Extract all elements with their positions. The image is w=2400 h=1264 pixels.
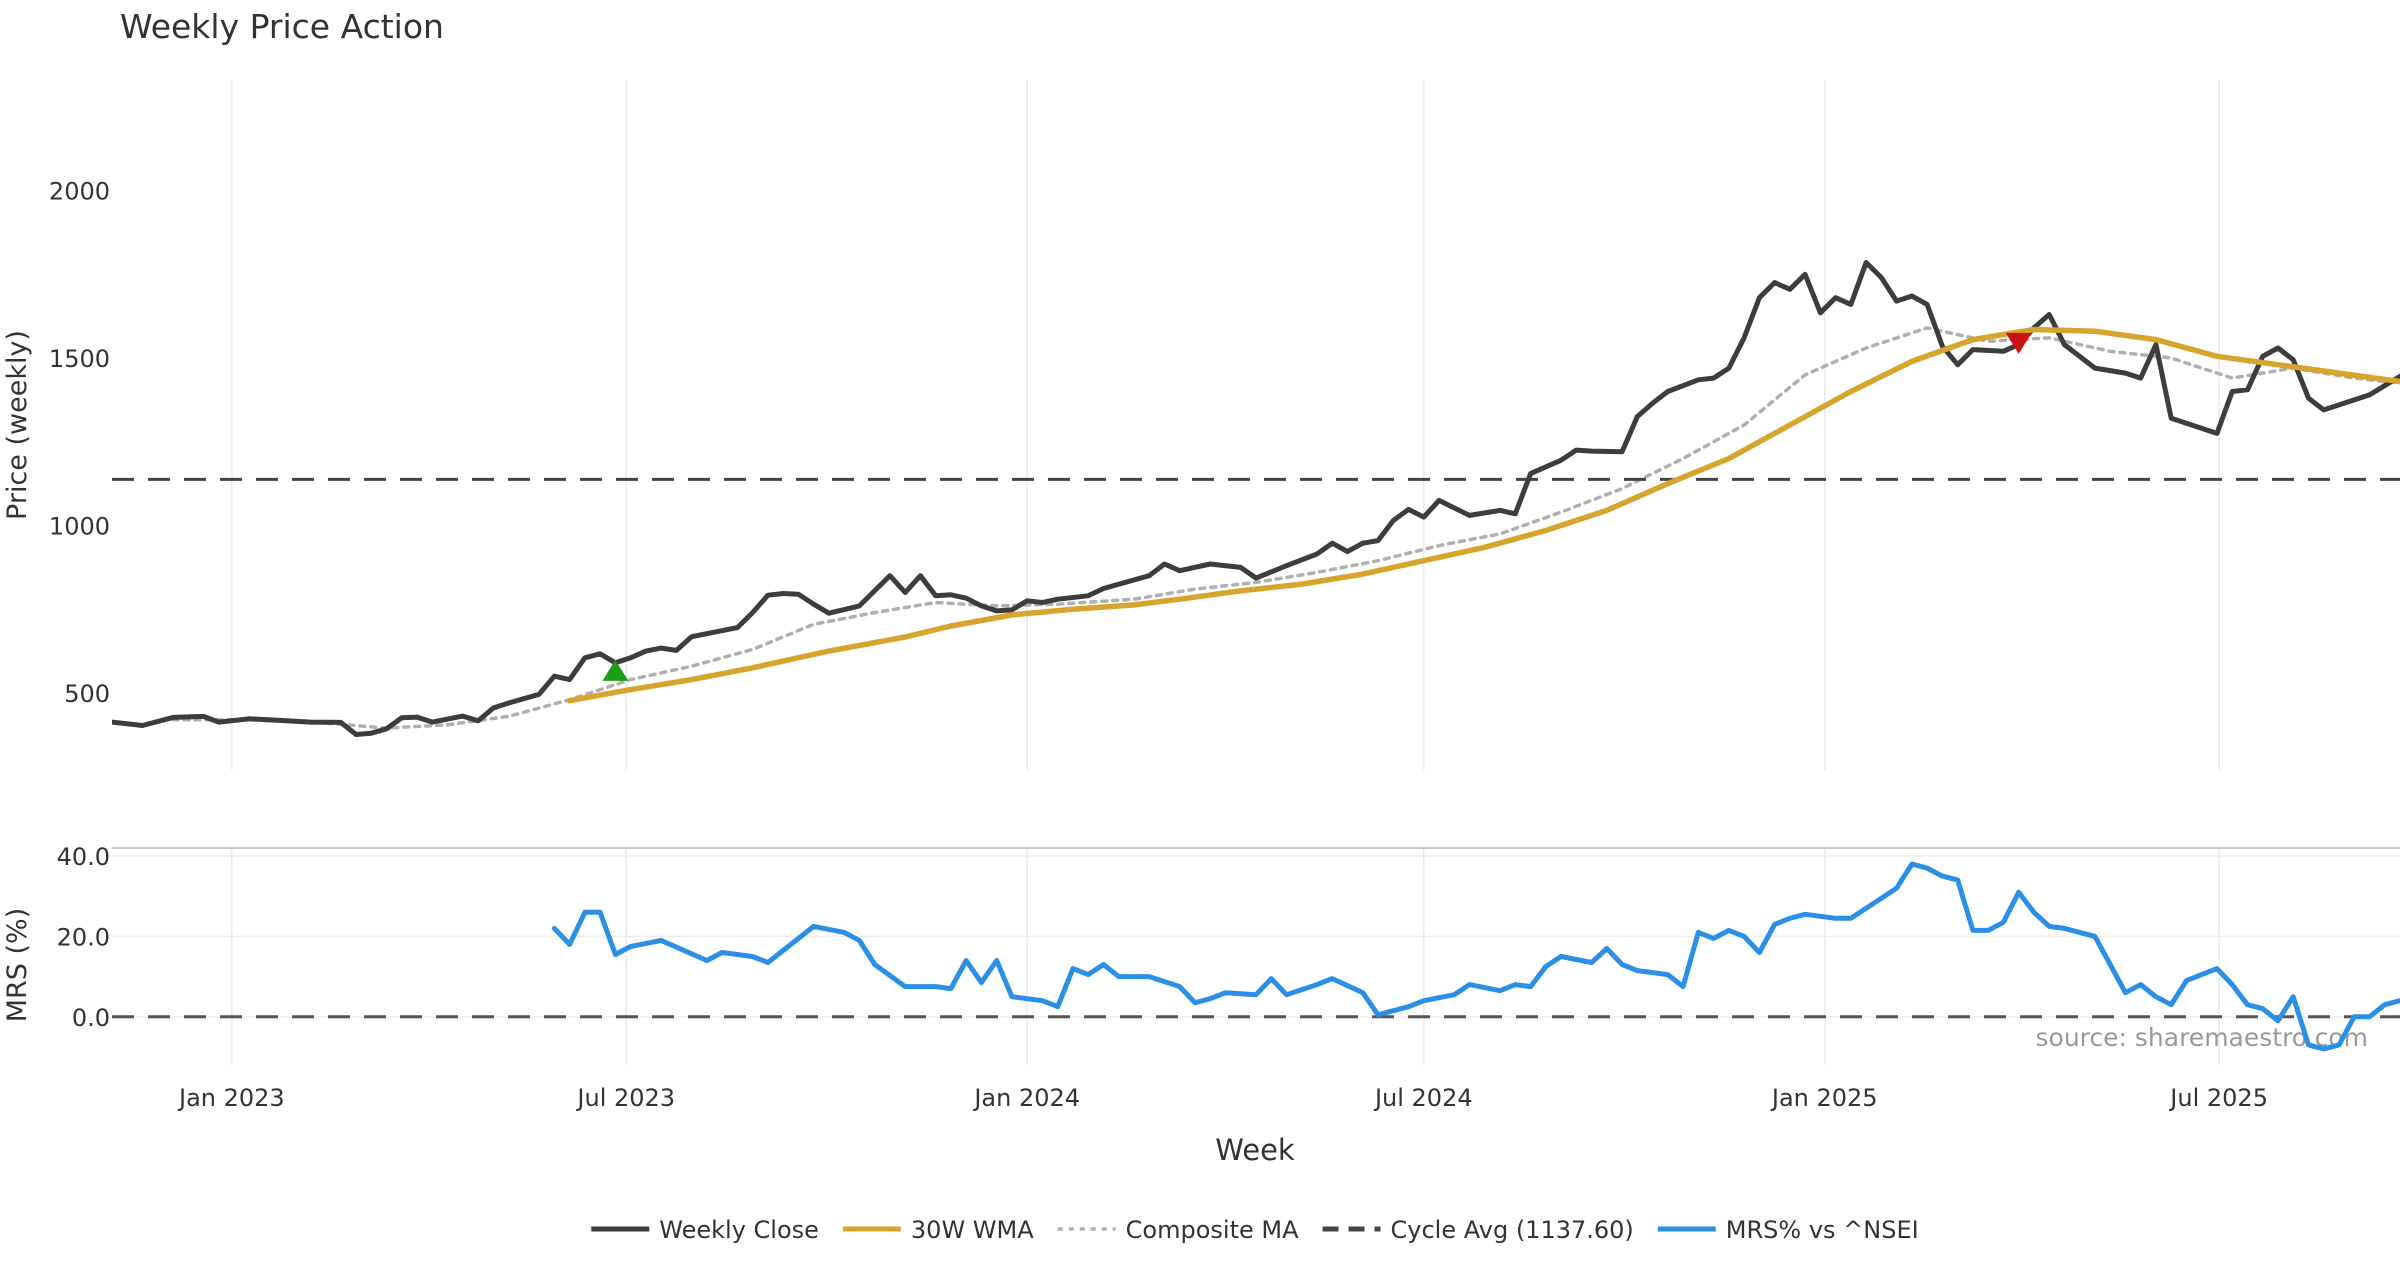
- chart-title: Weekly Price Action: [120, 7, 444, 46]
- legend-label: Cycle Avg (1137.60): [1391, 1216, 1634, 1244]
- sell-marker: [2005, 332, 2032, 354]
- legend: Weekly Close 30W WMA Composite MA Cycle …: [591, 1216, 1919, 1244]
- price-y-tick-label: 1500: [49, 345, 110, 373]
- x-tick-labels: Jan 2023 Jul 2023 Jan 2024 Jul 2024 Jan …: [177, 1084, 2268, 1112]
- mrs-y-axis-label: MRS (%): [2, 908, 33, 1023]
- price-y-tick-label: 1000: [49, 512, 110, 540]
- price-series-line: [171, 326, 2400, 730]
- legend-label: Composite MA: [1126, 1216, 1299, 1244]
- x-tick-label: Jul 2024: [1373, 1084, 1473, 1112]
- x-tick-label: Jan 2024: [972, 1084, 1080, 1112]
- price-series-points: [172, 216, 2400, 729]
- x-axis-label: Week: [1215, 1133, 1295, 1167]
- x-tick-label: Jan 2025: [1770, 1084, 1878, 1112]
- price-series-line: [566, 326, 2400, 704]
- mrs-series-line: [551, 861, 2400, 1052]
- legend-label: MRS% vs ^NSEI: [1726, 1216, 1919, 1244]
- mrs-y-tick-label: 40.0: [57, 843, 110, 871]
- price-y-tick-label: 500: [64, 680, 110, 708]
- x-tick-label: Jan 2023: [177, 1084, 285, 1112]
- legend-label: Weekly Close: [659, 1216, 819, 1244]
- price-y-tick-label: 2000: [49, 178, 110, 206]
- price-series-line: [112, 260, 2400, 737]
- gridlines: [112, 80, 2400, 1065]
- legend-item: 30W WMA: [842, 1216, 1034, 1244]
- legend-item: Cycle Avg (1137.60): [1322, 1216, 1634, 1244]
- buy-marker: [602, 659, 629, 681]
- price-series-points: [568, 221, 2400, 702]
- price-y-axis-label: Price (weekly): [2, 330, 33, 520]
- x-tick-label: Jul 2023: [575, 1084, 675, 1112]
- legend-item: Weekly Close: [591, 1216, 819, 1244]
- mrs-y-tick-label: 20.0: [57, 923, 110, 951]
- legend-label: 30W WMA: [911, 1216, 1034, 1244]
- price-series-points: [111, 116, 2400, 736]
- legend-item: MRS% vs ^NSEI: [1657, 1216, 1919, 1244]
- x-tick-label: Jul 2025: [2168, 1084, 2268, 1112]
- mrs-y-tick-label: 0.0: [72, 1004, 110, 1032]
- legend-item: Composite MA: [1057, 1216, 1299, 1244]
